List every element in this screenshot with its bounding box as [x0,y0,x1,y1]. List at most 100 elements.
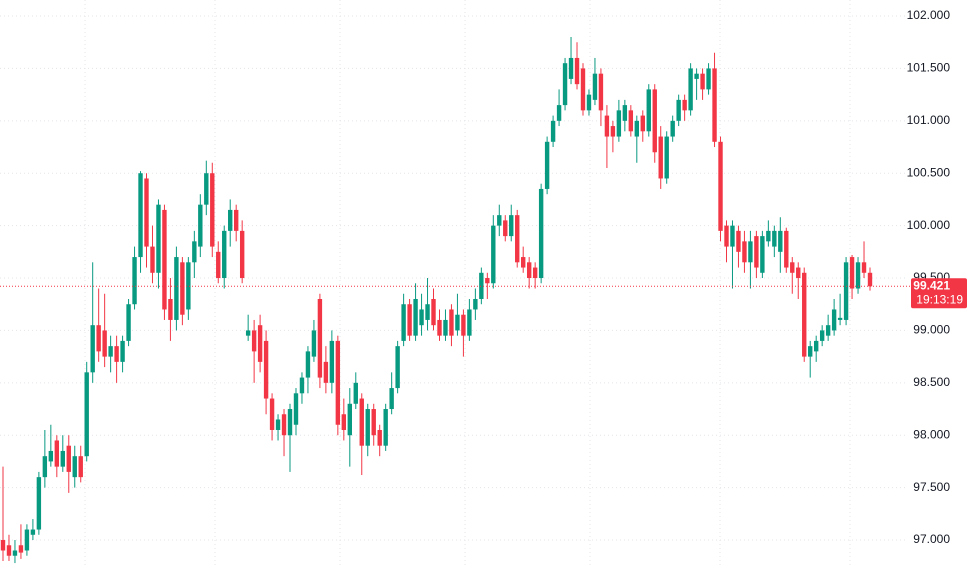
candle-body [491,225,496,284]
candle-body [30,529,36,535]
candle-body [610,126,616,137]
candle-body [371,409,376,436]
candle-body [383,409,388,446]
candle-body [293,393,299,425]
candle-body [556,105,562,121]
candle-body [120,340,125,362]
candle-body [204,173,209,205]
candle-body [819,330,825,341]
candle-body [263,340,269,399]
candle-body [0,540,6,551]
candle-body [341,414,347,430]
candle-body [144,178,149,247]
candle-body [586,94,592,111]
candle-body [849,257,855,289]
candle-body [299,377,305,394]
candle-body [84,372,89,457]
candle-body [257,325,263,362]
candle-body [544,141,550,189]
candle-body [509,215,514,237]
candle-body [574,57,580,85]
candle-body [6,545,12,556]
candle-body [628,110,634,132]
candle-body [616,110,622,137]
candle-body [778,230,783,252]
candle-body [443,319,448,336]
candle-body [60,450,65,467]
candle-body [108,346,113,357]
candle-body [407,304,412,336]
price-badge [911,278,967,309]
candle-body [532,267,538,279]
candle-body [347,403,352,436]
countdown-label: 19:13:19 [916,292,963,306]
candle-body [479,272,484,299]
candle-body [688,68,693,111]
candle-body [461,314,466,336]
candle-body [419,309,424,326]
candle-body [790,262,795,273]
candle-body [760,236,765,273]
candle-body [825,325,831,336]
candle-body [329,340,335,383]
candle-body [592,73,598,100]
candle-body [724,225,729,247]
candle-body [700,73,705,90]
candle-body [305,351,311,378]
candle-body [210,173,215,247]
candle-body [222,230,227,279]
candle-body [652,89,657,153]
candle-body [162,209,167,310]
candle-body [335,340,341,425]
candle-body [742,241,747,263]
candle-body [48,450,54,462]
candle-body [12,550,18,556]
candle-body [18,545,24,553]
candle-body [503,220,508,237]
y-tick-label: 101.000 [907,113,951,127]
candle-body [317,298,323,378]
candle-body [42,456,48,478]
candle-body [455,314,460,331]
y-tick-label: 102.000 [907,8,951,22]
candle-body [66,445,71,472]
candle-body [96,325,101,352]
y-tick-label: 100.000 [907,218,951,232]
candle-body [682,99,687,111]
candle-body [449,309,454,336]
candle-body [562,63,568,106]
candle-body [377,429,382,446]
candle-body [233,209,239,231]
candle-body [413,298,418,336]
candle-body [808,346,813,357]
last-price-label: 99.421 [913,278,950,292]
candle-body [867,272,873,287]
candle-body [24,529,30,551]
y-tick-label: 100.500 [907,165,951,179]
candle-body [640,115,645,132]
candle-body [634,120,640,137]
candle-body [90,325,95,373]
candle-body [150,246,155,273]
candle-body [485,278,490,284]
candle-body [861,262,867,273]
candle-body [239,230,245,279]
y-tick-label: 99.000 [913,323,950,337]
y-tick-label: 98.500 [913,375,950,389]
candle-body [772,230,777,247]
candle-body [538,188,544,279]
candle-body [802,272,807,357]
candle-body [766,230,771,242]
candle-body [664,136,669,179]
candle-body [138,173,143,258]
candle-body [736,230,741,252]
candle-body [598,73,604,111]
candle-body [353,382,358,404]
candle-body [251,330,257,352]
candle-body [526,262,532,279]
candle-body [730,225,735,247]
candle-body [784,230,789,268]
candle-body [174,257,179,320]
candle-body [473,298,478,310]
